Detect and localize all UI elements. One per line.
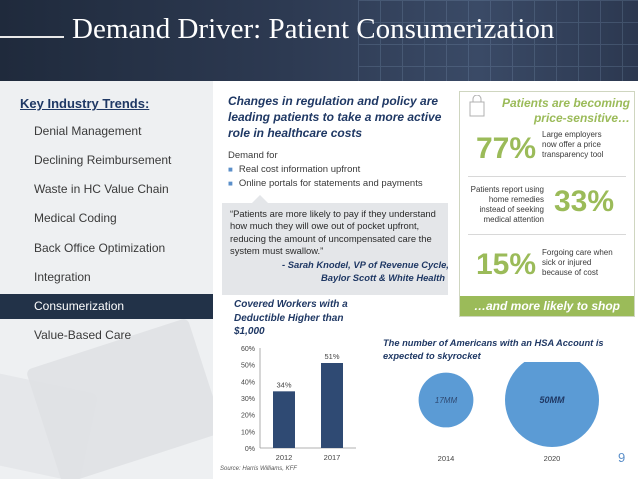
- trend-item: Back Office Optimization: [34, 241, 166, 255]
- slide-title: Demand Driver: Patient Consumerization: [72, 13, 555, 45]
- active-trend-highlight: [0, 294, 213, 319]
- sidebar-background: [0, 81, 213, 479]
- trend-item: Value-Based Care: [34, 328, 132, 342]
- header-rule: [0, 36, 64, 38]
- x-tick-label: 2017: [324, 453, 341, 462]
- hsa-chart-title: The number of Americans with an HSA Acco…: [383, 338, 604, 361]
- bullet-square-icon: ■: [228, 179, 233, 188]
- trend-item: Denial Management: [34, 124, 142, 138]
- panel-divider: [468, 234, 626, 235]
- stat-description: Large employers now offer a price transp…: [542, 130, 604, 159]
- quote-text: “Patients are more likely to pay if they…: [230, 208, 436, 257]
- quote-attribution: - Sarah Knodel, VP of Revenue Cycle,: [282, 259, 449, 270]
- panel-title: Patients are becoming price-sensitive…: [501, 96, 630, 125]
- y-tick-label: 20%: [241, 413, 255, 420]
- quote-pointer: [252, 195, 268, 203]
- bullet-item: ■ Real cost information upfront: [228, 164, 361, 175]
- bubble-data-label: 50MM: [539, 395, 565, 405]
- price-sensitive-panel: Patients are becoming price-sensitive… 7…: [459, 91, 635, 317]
- hsa-bubble-chart: 17MM 2014 50MM 2020: [418, 362, 599, 463]
- regulation-heading: Changes in regulation and policy are lea…: [228, 94, 442, 140]
- hsa-bubble: [418, 372, 474, 428]
- y-tick-label: 60%: [241, 346, 255, 353]
- panel-footer: …and more likely to shop: [460, 296, 634, 316]
- x-tick-label: 2012: [276, 453, 293, 462]
- y-tick-label: 40%: [241, 379, 255, 386]
- source-note: Source: Harris Williams, KFF: [220, 466, 297, 472]
- stat-value: 77%: [476, 132, 537, 165]
- trend-item: Declining Reimbursement: [34, 153, 172, 167]
- deductible-bar-chart: 0% 10% 20% 30% 40% 50% 60% 34% 2012 51% 2017: [241, 346, 356, 462]
- bubble-data-label: 17MM: [435, 396, 458, 405]
- trends-heading: Key Industry Trends:: [20, 96, 150, 111]
- quote-box: “Patients are more likely to pay if they…: [222, 195, 449, 295]
- panel-divider: [468, 176, 626, 177]
- stat-description: Forgoing care when sick or injured becau…: [542, 248, 613, 277]
- page-number: 9: [618, 450, 626, 465]
- bullet-square-icon: ■: [228, 165, 233, 174]
- x-tick-label: 2020: [544, 454, 561, 463]
- bar-data-label: 34%: [276, 380, 291, 389]
- trend-item: Integration: [34, 270, 91, 284]
- y-tick-label: 50%: [241, 363, 255, 370]
- bar-data-label: 51%: [324, 352, 339, 361]
- header-building-pattern: [358, 0, 638, 81]
- y-tick-label: 30%: [241, 396, 255, 403]
- bar: [321, 363, 343, 448]
- stat-description: Patients report using home remedies inst…: [470, 185, 544, 224]
- shopping-bag-icon: [469, 95, 485, 117]
- trend-item: Medical Coding: [34, 211, 117, 225]
- demand-label: Demand for: [228, 150, 278, 161]
- y-tick-label: 10%: [241, 429, 255, 436]
- slide-header: Demand Driver: Patient Consumerization: [0, 0, 638, 81]
- trend-item: Waste in HC Value Chain: [34, 182, 169, 196]
- x-tick-label: 2014: [438, 454, 455, 463]
- y-tick-label: 0%: [245, 446, 255, 453]
- hsa-bubble: [505, 362, 599, 447]
- quote-organization: Baylor Scott & White Health: [321, 272, 445, 283]
- bullet-item: ■ Online portals for statements and payme…: [228, 178, 423, 189]
- bar: [273, 391, 295, 448]
- bar-chart-title: Covered Workers with a Deductible Higher…: [234, 299, 348, 337]
- stat-value: 33%: [554, 185, 615, 218]
- stat-value: 15%: [476, 248, 537, 281]
- trend-item-active: Consumerization: [34, 299, 125, 313]
